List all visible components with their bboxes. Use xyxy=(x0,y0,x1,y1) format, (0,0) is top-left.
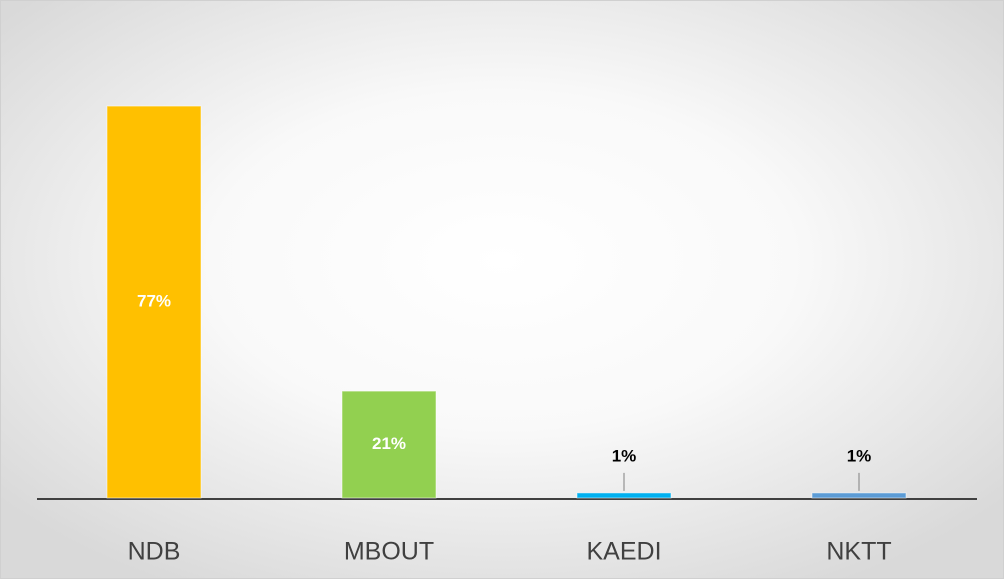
x-tick-label: KAEDI xyxy=(586,538,661,566)
bar xyxy=(811,492,907,499)
x-tick-label: NKTT xyxy=(826,538,891,566)
data-label: 77% xyxy=(137,292,171,311)
data-label: 1% xyxy=(847,446,872,465)
bar xyxy=(576,492,672,499)
data-label: 21% xyxy=(372,434,406,453)
x-tick-label: NDB xyxy=(128,538,181,566)
x-tick-label: MBOUT xyxy=(344,538,434,566)
bar xyxy=(341,390,437,499)
data-label: 1% xyxy=(612,446,637,465)
bar xyxy=(106,105,202,499)
